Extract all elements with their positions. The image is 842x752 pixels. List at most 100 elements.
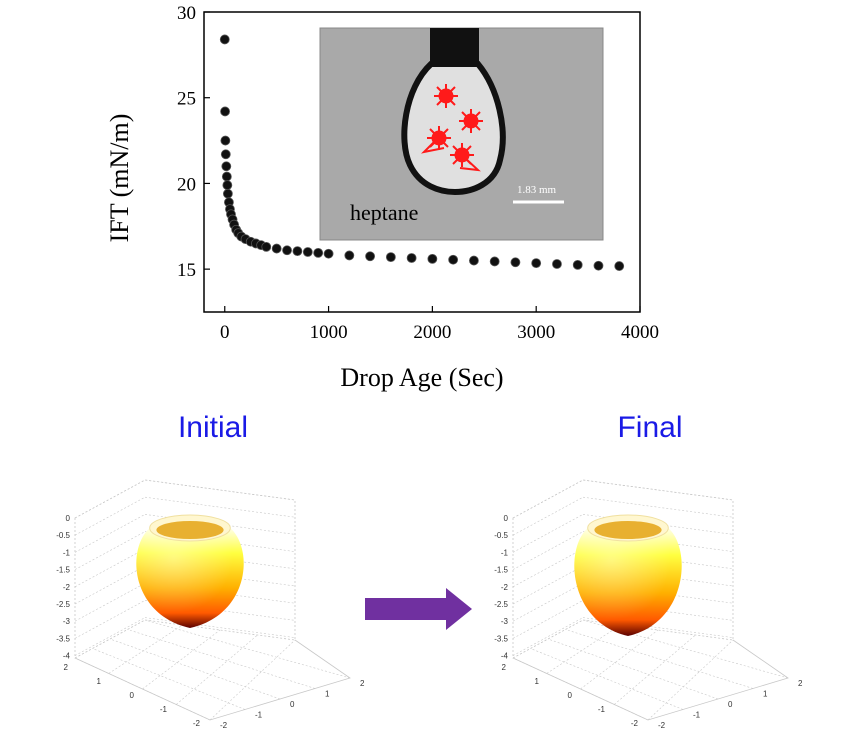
grid-line — [512, 600, 584, 639]
grid-line — [144, 496, 296, 518]
grid-line — [176, 634, 258, 705]
data-point — [261, 241, 272, 252]
z-tick-label: -1.5 — [494, 566, 508, 575]
x-tick-label: 3000 — [517, 322, 555, 343]
grid-line — [512, 657, 649, 721]
grid-line — [144, 617, 296, 638]
data-point — [469, 255, 479, 266]
grid-line — [530, 648, 684, 710]
grid-line — [74, 619, 146, 659]
grid-line — [74, 582, 146, 622]
grid-line — [142, 629, 221, 690]
y-tick-label: -2 — [658, 721, 666, 730]
x-tick-label: 2 — [502, 663, 507, 672]
drop-inner — [156, 521, 224, 539]
x-tick-label: 1 — [535, 677, 540, 686]
drop-highlight — [574, 528, 682, 636]
x-axis-label: Drop Age (Sec) — [340, 363, 503, 392]
grid-line — [74, 531, 146, 570]
grid-line — [74, 479, 146, 519]
grid-line — [580, 629, 659, 690]
x-tick-label: 1000 — [310, 322, 348, 343]
y-tick-label: 25 — [177, 89, 196, 110]
grid-line — [512, 617, 584, 656]
data-point — [220, 149, 231, 160]
drop-image-inset: heptane 1.83 mm — [319, 27, 604, 241]
data-point — [313, 247, 324, 258]
initial-drop-3d-plot: 0 -0.5 -1 -1.5 -2 -2.5 -3 -3.5 -4 2 -2 1 -1 0 0 -1 1 -2 2 — [56, 479, 365, 730]
grid-line — [74, 548, 146, 588]
grid-line — [109, 638, 281, 700]
grid-line — [647, 639, 734, 721]
z-tick-label: -2.5 — [56, 600, 70, 609]
inset-label: heptane — [350, 200, 418, 225]
z-tick-label: -1 — [63, 548, 71, 557]
data-point — [614, 261, 625, 271]
grid-line — [512, 479, 584, 519]
x-tick-label: 2000 — [413, 322, 451, 343]
ift-chart: 15 20 25 30 0 1000 2000 3000 4000 — [105, 3, 659, 392]
grid-line — [582, 496, 734, 518]
x-tick-label: -1 — [598, 705, 606, 714]
grid-line — [565, 629, 754, 689]
grid-line — [74, 600, 146, 639]
y-tick-label: -1 — [255, 711, 263, 720]
scale-bar-label: 1.83 mm — [517, 184, 557, 196]
y-tick-label: 2 — [798, 679, 803, 688]
y-tick-label: 30 — [177, 3, 196, 24]
z-tick-label: -2 — [501, 583, 509, 592]
y-tick-label: -1 — [693, 711, 701, 720]
grid-line — [582, 479, 734, 501]
data-point — [292, 246, 303, 257]
z-tick-label: -1 — [501, 548, 509, 557]
x-tick-label: 0 — [220, 322, 230, 343]
y-tick-label: 15 — [177, 260, 196, 281]
grid-line — [547, 638, 719, 700]
x-tick-label: -1 — [160, 705, 168, 714]
data-point — [220, 106, 230, 117]
z-tick-label: -3 — [501, 617, 509, 626]
arrow-icon — [365, 588, 472, 630]
x-tick-label: 4000 — [621, 322, 659, 343]
grid-line — [74, 617, 146, 656]
data-point — [427, 253, 438, 264]
grid-line — [546, 624, 621, 674]
grid-line — [512, 531, 584, 570]
data-point — [552, 259, 562, 269]
data-point — [220, 135, 231, 146]
z-tick-label: -0.5 — [494, 531, 508, 540]
x-tick-label: -2 — [631, 719, 639, 728]
grid-line — [74, 565, 146, 605]
grid-line — [144, 479, 296, 501]
y-tick-label: 0 — [290, 700, 295, 709]
drop-highlight — [136, 528, 244, 628]
x-tick-label: -2 — [193, 719, 201, 728]
z-tick-label: -4 — [63, 652, 71, 661]
grid-line — [512, 496, 584, 536]
z-tick-label: -4 — [501, 652, 509, 661]
z-tick-label: 0 — [504, 514, 509, 523]
data-point — [219, 34, 230, 45]
data-point — [302, 247, 313, 257]
z-tick-label: -3.5 — [494, 634, 508, 643]
data-point — [221, 171, 232, 182]
initial-title: Initial — [178, 411, 248, 444]
x-tick-label: 2 — [64, 663, 69, 672]
grid-line — [614, 634, 696, 705]
floor-edge — [512, 639, 789, 721]
data-point — [365, 251, 375, 262]
y-tick-label: 1 — [325, 690, 330, 699]
data-point — [489, 256, 500, 267]
x-tick-label: 0 — [130, 691, 135, 700]
grid-line — [74, 514, 146, 553]
z-tick-label: -2.5 — [494, 600, 508, 609]
grid-line — [209, 639, 296, 721]
z-tick-label: -2 — [63, 583, 71, 592]
data-point — [221, 161, 232, 172]
grid-line — [74, 496, 146, 536]
y-tick-label: 2 — [360, 679, 365, 688]
grid-line — [144, 619, 351, 679]
y-tick-label: 1 — [763, 690, 768, 699]
data-point — [531, 258, 542, 269]
